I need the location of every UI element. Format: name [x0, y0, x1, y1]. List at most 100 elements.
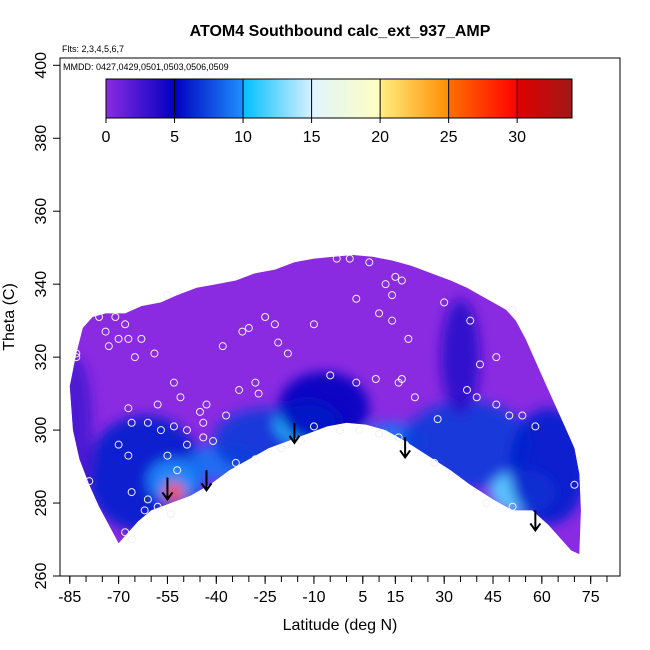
direction-arrow — [399, 437, 411, 460]
colorbar-tick-label: 30 — [508, 129, 526, 146]
direction-arrow — [200, 470, 213, 492]
observation-point — [309, 422, 318, 431]
observation-point — [150, 349, 159, 358]
flight-direction-arrows — [161, 422, 542, 533]
x-axis-tick-label: 30 — [435, 589, 453, 606]
x-axis-tick-label: 15 — [386, 589, 404, 606]
observation-point — [394, 433, 403, 442]
colorbar-tick-label: 0 — [102, 129, 111, 146]
x-axis-tick-label: -55 — [156, 589, 179, 606]
observation-point — [433, 415, 442, 424]
observation-point — [173, 466, 182, 475]
observation-point — [143, 418, 152, 427]
x-axis-tick-label: 60 — [533, 589, 551, 606]
observation-point — [462, 385, 471, 394]
observation-point — [440, 298, 449, 307]
observation-point — [121, 528, 130, 537]
heatmap-blob — [509, 408, 581, 525]
observation-point — [492, 400, 501, 409]
arrow-head — [161, 491, 174, 502]
x-axis-tick-label: 5 — [358, 589, 367, 606]
observation-point — [332, 254, 341, 263]
observation-point — [345, 254, 354, 263]
heatmap-blob — [69, 357, 93, 504]
x-axis: -85 -70 -55 -40 -25 -10 5 15 30 45 60 75 — [58, 576, 608, 606]
observation-point — [199, 433, 208, 442]
x-axis-tick-label: 75 — [582, 589, 600, 606]
colorbar-segment — [243, 79, 313, 118]
observation-point — [482, 499, 491, 508]
dates-annotation: MMDD: 0427,0429,0501,0503,0506,0509 — [63, 62, 229, 72]
observation-point — [375, 429, 384, 438]
heatmap-blob — [147, 459, 200, 504]
observation-point — [218, 342, 227, 351]
observation-point — [492, 353, 501, 362]
observation-point — [101, 327, 110, 336]
y-axis-label: Theta (C) — [1, 283, 18, 351]
observation-point — [296, 437, 305, 446]
observation-point — [196, 407, 204, 416]
observation-point — [163, 291, 172, 300]
observation-point — [114, 440, 123, 449]
observation-point — [261, 313, 270, 321]
observation-point — [95, 313, 104, 321]
observation-point — [137, 334, 146, 343]
heatmap-blob — [440, 298, 480, 416]
flights-annotation: Flts: 2,3,4,5,6,7 — [62, 44, 124, 54]
observation-point — [244, 323, 253, 332]
observation-point — [169, 422, 178, 431]
arrow-head — [288, 435, 301, 445]
x-axis-tick-label: -70 — [107, 589, 130, 606]
observation-point — [518, 411, 527, 420]
colorbar-segment — [448, 79, 518, 118]
x-axis-tick-label: -40 — [205, 589, 228, 606]
observation-point — [251, 455, 260, 464]
observation-point — [72, 349, 81, 358]
observation-point — [508, 305, 517, 314]
observation-point — [182, 426, 191, 435]
observation-point — [375, 309, 384, 318]
observation-point — [388, 316, 397, 325]
observation-point — [397, 375, 406, 384]
heatmap-blob — [278, 371, 370, 445]
observation-point — [140, 506, 149, 515]
observation-point — [85, 477, 94, 486]
observation-point — [476, 360, 484, 369]
y-axis-tick-label: 340 — [33, 271, 50, 298]
observation-point — [365, 258, 374, 267]
observation-point — [472, 393, 481, 402]
observation-point — [388, 291, 397, 300]
observation-point — [169, 378, 178, 387]
observation-point — [430, 458, 439, 467]
observation-point — [121, 320, 130, 329]
observation-point — [153, 502, 162, 511]
observation-point — [166, 509, 175, 518]
direction-arrow — [161, 477, 174, 502]
colorbar-segment — [311, 79, 381, 118]
y-axis-tick-label: 360 — [33, 198, 50, 225]
colorbar-tick-label: 15 — [303, 129, 321, 146]
y-axis-tick-label: 280 — [33, 490, 50, 517]
y-axis: 260 280 300 320 340 360 380 400 — [33, 52, 60, 589]
observation-point — [124, 334, 133, 343]
observation-point — [326, 371, 335, 380]
observation-point — [235, 385, 244, 394]
y-axis-tick-label: 380 — [33, 125, 50, 152]
observation-point — [309, 320, 318, 329]
observation-point — [274, 338, 283, 347]
colorbar: 0 5 10 15 20 25 30 — [102, 78, 573, 146]
direction-arrow — [288, 422, 301, 445]
observation-point — [231, 458, 240, 467]
observation-point — [130, 353, 139, 362]
observation-point — [72, 353, 81, 362]
observation-point — [104, 342, 113, 351]
y-axis-tick-label: 400 — [33, 52, 50, 79]
observation-point — [254, 389, 263, 398]
observation-point — [570, 480, 579, 489]
plot-frame — [59, 57, 621, 577]
plot-area: MMDD: 0427,0429,0501,0503,0506,0509 0 5 10… — [59, 57, 621, 577]
x-axis-tick-label: -10 — [302, 589, 325, 606]
observation-point — [397, 276, 406, 285]
observation-point — [410, 393, 419, 402]
